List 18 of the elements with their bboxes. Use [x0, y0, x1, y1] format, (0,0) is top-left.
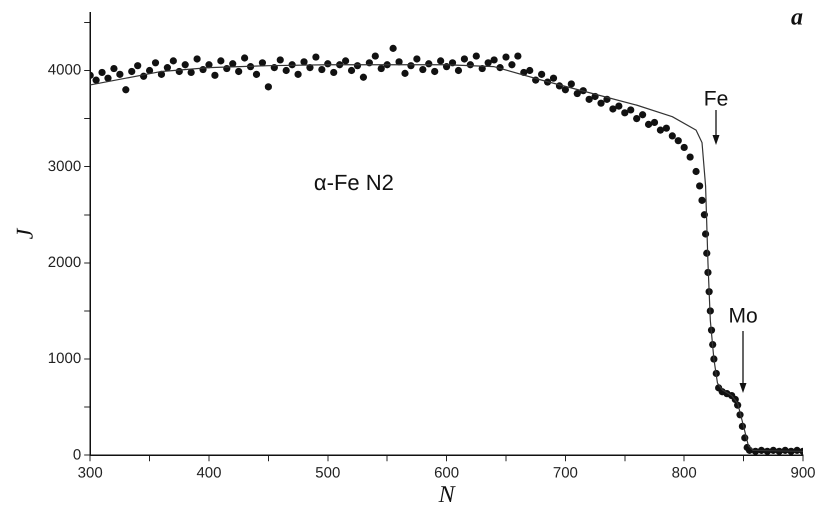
x-tick-label: 900 — [790, 464, 816, 482]
chart-title: a — [791, 4, 803, 31]
annotation: α-Fe N2 — [314, 170, 394, 195]
x-tick-label: 400 — [196, 464, 222, 482]
y-tick-label: 0 — [72, 446, 82, 464]
x-tick-label: 700 — [552, 464, 578, 482]
x-axis-title: N — [438, 482, 457, 508]
annotation: Mo — [728, 304, 758, 328]
y-axis-title: J — [12, 227, 39, 240]
y-tick-label: 2000 — [48, 254, 82, 271]
x-tick-label: 600 — [434, 464, 460, 482]
x-tick-label: 300 — [78, 464, 103, 482]
y-tick-label: 1000 — [48, 350, 82, 368]
annotation: Fe — [704, 88, 728, 111]
y-tick-label: 3000 — [48, 158, 82, 175]
y-tick-label: 4000 — [48, 62, 82, 79]
x-tick-label: 500 — [315, 464, 340, 482]
x-tick-label: 800 — [672, 464, 697, 482]
